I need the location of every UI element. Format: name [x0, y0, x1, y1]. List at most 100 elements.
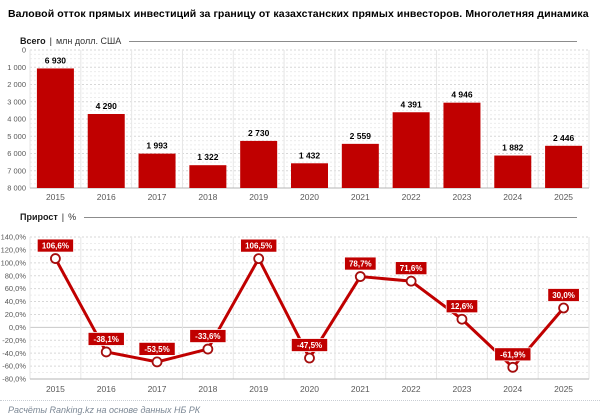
point-label: 78,7%	[349, 260, 372, 269]
bar-value-label: 4 391	[400, 99, 422, 109]
line-panel-unit: %	[68, 212, 77, 222]
x-tick-label: 2015	[46, 192, 65, 202]
bar-value-label: 4 946	[451, 90, 473, 100]
y-tick-label: -60,0%	[2, 362, 26, 371]
point-label: 106,5%	[245, 242, 272, 251]
y-tick-label: 40,0%	[5, 297, 27, 306]
x-tick-label: 2024	[503, 192, 522, 202]
y-tick-label: 140,0%	[1, 233, 27, 242]
data-point-marker-2015	[50, 253, 61, 264]
data-point-marker-2016	[100, 346, 112, 358]
bar-2015	[36, 68, 74, 188]
line-panel-label: Прирост	[20, 212, 58, 222]
y-tick-label: 3 000	[7, 97, 26, 106]
point-label: 106,6%	[42, 242, 69, 251]
y-tick-label: 60,0%	[5, 284, 27, 293]
bar-2025	[545, 145, 583, 188]
bar-value-label: 2 730	[248, 128, 270, 138]
point-label-box	[344, 256, 377, 271]
y-tick-label: 100,0%	[1, 258, 27, 267]
x-tick-label: 2018	[198, 192, 217, 202]
bar-value-label: 6 930	[45, 55, 67, 65]
bar-value-label: 2 446	[553, 133, 575, 143]
y-tick-label: 8 000	[7, 184, 26, 193]
x-tick-label: 2025	[554, 192, 573, 202]
point-label: -47,5%	[297, 341, 322, 350]
point-label: -38,1%	[94, 335, 119, 344]
point-label: 71,6%	[400, 264, 423, 273]
point-label-box	[395, 261, 428, 276]
point-label-box	[291, 338, 328, 352]
data-point-marker-2022	[405, 275, 417, 287]
point-label-box	[138, 342, 176, 356]
bar-panel-rule	[129, 40, 577, 42]
y-tick-label: 80,0%	[5, 271, 27, 280]
x-tick-label: 2018	[198, 384, 217, 394]
x-axis-labels: 2015 2016 2017 2018 2019 2020 2021 2022 2023 2024…	[46, 192, 573, 202]
x-tick-label: 2021	[351, 384, 370, 394]
point-label-box	[445, 299, 479, 314]
bars-group: 6 930 4 290 1 993 1 322 2 730 1 432 2 559 4 391…	[36, 55, 583, 188]
bar-panel-separator: |	[49, 36, 52, 46]
bar-value-label: 1 882	[502, 143, 524, 153]
bar-2016	[87, 113, 125, 188]
data-point-marker-2023	[456, 313, 468, 325]
minor-gridlines	[30, 242, 589, 374]
data-point-marker-2018	[202, 343, 214, 355]
bar-2020	[291, 163, 328, 188]
y-tick-label: 5 000	[7, 132, 26, 141]
x-tick-label: 2023	[452, 384, 471, 394]
y-tick-label: -20,0%	[2, 336, 26, 345]
bar-panel-header: Всего | млн долл. США	[20, 35, 577, 47]
line-panel-rule	[84, 216, 577, 218]
bar-2018	[189, 165, 227, 188]
bar-panel-unit: млн долл. США	[55, 36, 122, 46]
point-label-box	[87, 332, 125, 346]
bar-value-label: 1 993	[146, 141, 168, 151]
y-tick-label: 7 000	[7, 166, 26, 175]
point-label-box	[240, 238, 278, 253]
point-label: 12,6%	[451, 302, 474, 311]
x-tick-label: 2015	[46, 384, 65, 394]
point-label: -53,5%	[144, 345, 169, 354]
data-point-marker-2019	[253, 253, 265, 265]
point-label-box	[547, 288, 580, 302]
bar-value-label: 2 559	[350, 131, 372, 141]
x-tick-label: 2019	[249, 384, 268, 394]
x-tick-label: 2024	[503, 384, 522, 394]
x-tick-label: 2019	[249, 192, 268, 202]
point-label-box	[36, 238, 74, 253]
page-title: Валовой отток прямых инвестиций за грани…	[8, 8, 589, 20]
bar-panel-label: Всего	[20, 36, 46, 46]
bar-value-label: 1 432	[299, 150, 321, 160]
x-tick-label: 2022	[402, 384, 421, 394]
data-point-marker-2020	[304, 352, 315, 364]
point-label: -33,6%	[195, 332, 220, 341]
y-tick-label: 20,0%	[5, 310, 27, 319]
y-tick-label: 120,0%	[1, 246, 27, 255]
bar-chart: 0 1 000 2 000 3 000 4 000 5 000 6 000 7 000 8 00…	[7, 46, 590, 202]
data-point-marker-2025	[558, 302, 569, 314]
x-tick-label: 2023	[452, 192, 471, 202]
y-tick-label: 2 000	[7, 80, 26, 89]
x-tick-label: 2020	[300, 192, 319, 202]
line-panel-separator: |	[61, 212, 65, 222]
footer-divider	[0, 400, 600, 401]
bar-value-label: 1 322	[197, 152, 219, 162]
x-tick-label: 2017	[148, 192, 167, 202]
data-points: 106,6% -38,1% -53,5% -33,6% 106,5% -47,5% 78,7…	[36, 238, 580, 373]
line-chart: 140,0% 120,0% 100,0% 80,0% 60,0% 40,0% 20,0% 0,…	[1, 233, 590, 394]
x-tick-label: 2016	[97, 192, 116, 202]
bar-value-label: 4 290	[96, 101, 118, 111]
bar-2017	[138, 153, 176, 188]
bar-2022	[392, 112, 430, 188]
y-tick-label: 4 000	[7, 115, 26, 124]
data-point-marker-2017	[151, 356, 163, 368]
bar-2019	[240, 140, 278, 188]
point-label: 30,0%	[552, 291, 575, 300]
bar-2021	[341, 143, 379, 188]
y-tick-label: -80,0%	[2, 375, 26, 384]
point-label: -61,9%	[500, 350, 525, 359]
y-tick-label: 0	[22, 46, 26, 55]
